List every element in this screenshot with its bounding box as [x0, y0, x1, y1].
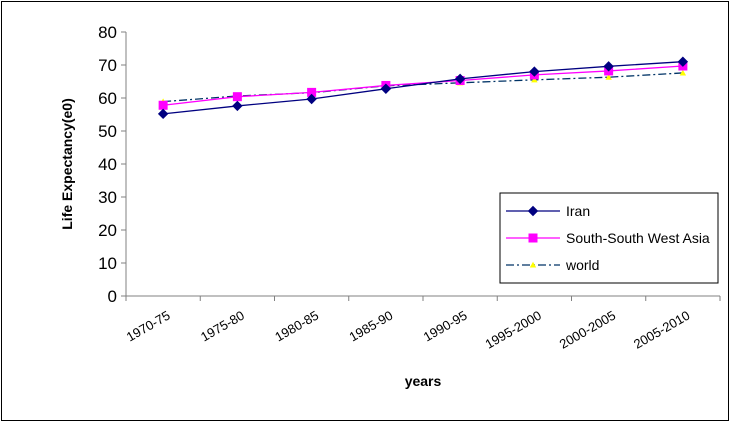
y-tick-label: 80 — [98, 23, 117, 42]
series-layer — [157, 56, 689, 120]
data-point-world — [605, 74, 612, 80]
y-tick-label: 10 — [98, 254, 117, 273]
x-tick-label: 1975-80 — [198, 308, 247, 345]
legend-marker-iran — [527, 205, 539, 217]
series-iran — [157, 56, 689, 120]
x-tick-label: 2000-2005 — [557, 308, 618, 352]
data-point-iran — [380, 83, 392, 94]
data-point-iran — [157, 108, 169, 120]
y-tick-label: 60 — [98, 89, 117, 108]
x-tick-label: 2005-2010 — [631, 308, 692, 352]
legend-label-iran: Iran — [566, 203, 590, 219]
data-point-world — [531, 76, 538, 83]
x-tick-label: 1980-85 — [272, 308, 321, 345]
legend-marker-world — [529, 261, 537, 268]
data-point-iran — [232, 100, 243, 112]
data-point-iran — [306, 93, 317, 105]
data-point-south-south-west-asia — [232, 92, 242, 102]
x-tick-label: 1990-95 — [421, 308, 470, 345]
x-axis-ticks: 1970-75 1975-80 1980-85 1985-90 1990-95 1995-… — [124, 296, 721, 352]
legend-label-south-south-west-asia: South-South West Asia — [566, 230, 710, 246]
legend-marker-south-south-west-asia — [528, 233, 538, 243]
series-line-south-south-west-asia — [163, 65, 683, 106]
y-tick-label: 30 — [98, 188, 117, 207]
data-point-south-south-west-asia — [158, 100, 168, 110]
legend: Iran South-South West Asia world — [499, 192, 719, 284]
y-tick-label: 20 — [98, 221, 117, 240]
y-tick-label: 50 — [98, 122, 117, 141]
data-point-world — [679, 69, 687, 76]
data-point-iran — [603, 61, 614, 72]
y-tick-label: 70 — [98, 56, 117, 75]
series-line-iran — [163, 61, 683, 115]
data-point-iran — [677, 56, 689, 67]
y-tick-label: 40 — [98, 155, 117, 174]
x-tick-label: 1985-90 — [347, 308, 396, 345]
y-axis-ticks: 0 10 20 30 40 50 60 70 80 — [98, 23, 126, 306]
data-point-iran — [454, 73, 466, 85]
y-tick-label: 0 — [108, 287, 117, 306]
data-point-iran — [529, 66, 540, 77]
x-axis-title: years — [405, 373, 442, 389]
x-tick-label: 1995-2000 — [483, 308, 544, 352]
y-axis-title: Life Expectancy(e0) — [59, 98, 75, 230]
legend-label-world: world — [565, 257, 599, 273]
x-tick-label: 1970-75 — [124, 308, 173, 345]
